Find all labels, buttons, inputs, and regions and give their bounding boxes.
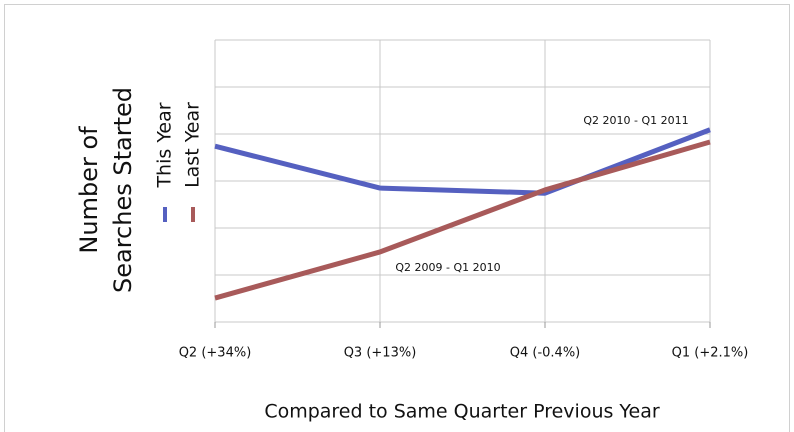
- y-axis-label: Searches Started: [109, 87, 137, 293]
- legend-label: Last Year: [182, 102, 204, 188]
- x-tick-label: Q1 (+2.1%): [672, 346, 749, 361]
- annotation: Q2 2009 - Q1 2010: [395, 261, 500, 274]
- line-series: [214, 139, 711, 301]
- line-series: [214, 127, 711, 196]
- frame: [4, 4, 790, 432]
- x-tick-label: Q3 (+13%): [344, 346, 417, 361]
- x-tick-label: Q2 (+34%): [179, 346, 252, 361]
- legend-label: This Year: [154, 102, 176, 188]
- x-tick-label: Q4 (-0.4%): [510, 346, 581, 361]
- x-axis-label: Compared to Same Quarter Previous Year: [264, 401, 660, 423]
- y-axis-label: Number of: [75, 126, 103, 254]
- annotation: Q2 2010 - Q1 2011: [583, 114, 688, 127]
